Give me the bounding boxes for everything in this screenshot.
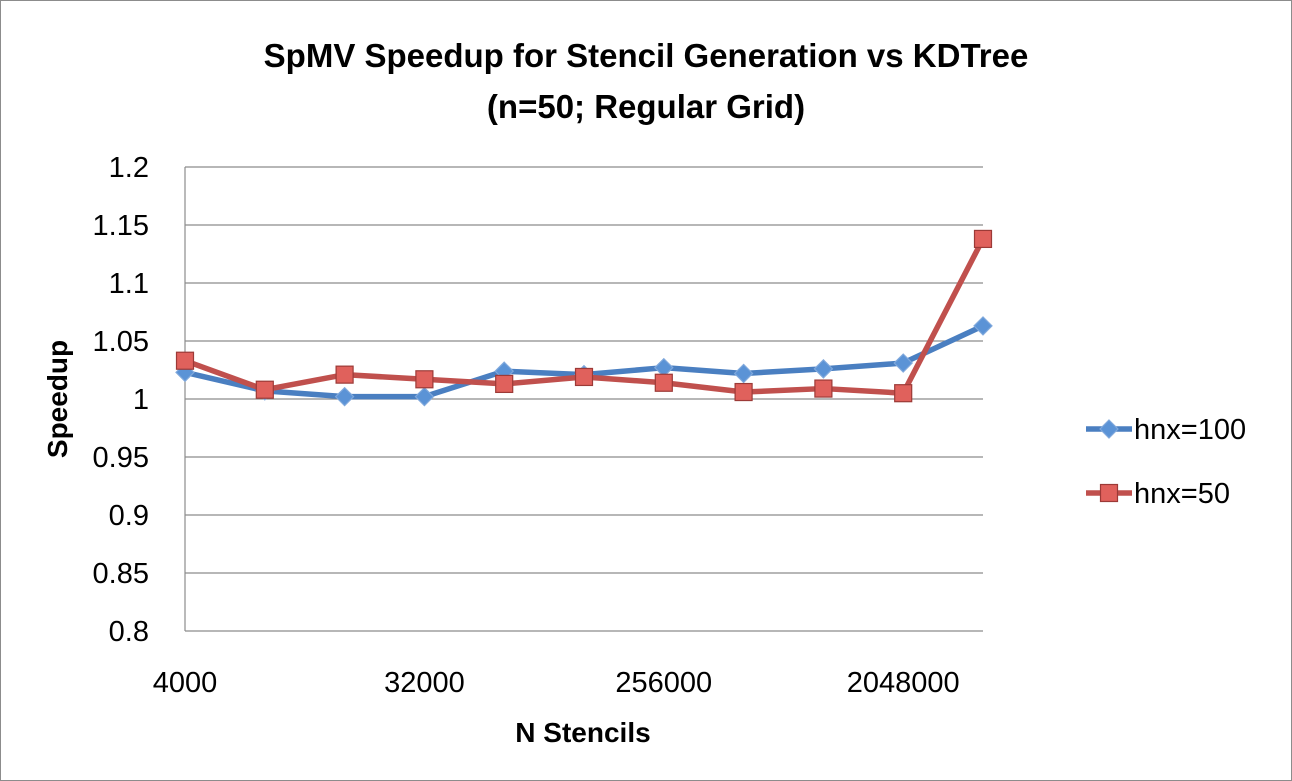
- series-layer: [175, 229, 993, 407]
- legend-marker: [1099, 419, 1119, 439]
- chart-subtitle: (n=50; Regular Grid): [487, 88, 805, 125]
- legend-item: hnx=50: [1086, 478, 1230, 510]
- data-point: [894, 384, 913, 403]
- data-point: [813, 358, 834, 379]
- y-tick-label: 0.95: [93, 442, 149, 474]
- data-point: [893, 353, 914, 373]
- data-point: [654, 373, 673, 392]
- series-line: [184, 323, 985, 400]
- gridlines: [184, 166, 983, 632]
- data-point: [255, 380, 274, 399]
- x-tick-labels: 4000 32000 256000 2048000: [153, 667, 960, 699]
- data-point: [334, 386, 355, 407]
- data-point: [973, 229, 993, 249]
- data-point: [734, 382, 753, 402]
- legend-label: hnx=50: [1134, 478, 1230, 510]
- x-axis-label: N Stencils: [515, 717, 650, 748]
- data-point: [574, 367, 594, 387]
- y-tick-label: 1.05: [93, 326, 149, 358]
- legend: hnx=100 hnx=50: [1086, 414, 1246, 510]
- data-point: [415, 370, 434, 389]
- chart-title: SpMV Speedup for Stencil Generation vs K…: [264, 37, 1029, 74]
- y-tick-label: 1: [133, 384, 149, 416]
- legend-marker: [1099, 483, 1119, 503]
- data-point: [733, 363, 754, 384]
- y-tick-label: 1.15: [93, 210, 149, 242]
- y-tick-labels: 0.8 0.85 0.9 0.95 1 1.05 1.1 1.15 1.2: [93, 152, 149, 648]
- data-point: [175, 351, 195, 370]
- data-point: [414, 386, 435, 407]
- series-hnx-50: [175, 229, 993, 403]
- data-point: [335, 365, 354, 384]
- y-tick-label: 0.8: [109, 616, 149, 648]
- x-tick-label: 2048000: [847, 667, 960, 699]
- legend-item: hnx=100: [1086, 414, 1246, 446]
- x-tick-label: 256000: [615, 667, 712, 699]
- y-tick-label: 1.2: [109, 152, 149, 184]
- data-point: [814, 379, 833, 398]
- y-tick-label: 0.85: [93, 558, 149, 590]
- x-tick-label: 32000: [384, 667, 465, 699]
- x-tick-label: 4000: [153, 667, 218, 699]
- y-tick-label: 1.1: [109, 268, 149, 300]
- y-axis-label: Speedup: [42, 340, 73, 458]
- y-tick-label: 0.9: [109, 500, 149, 532]
- legend-label: hnx=100: [1134, 414, 1246, 446]
- data-point: [973, 316, 993, 336]
- data-point: [495, 374, 514, 394]
